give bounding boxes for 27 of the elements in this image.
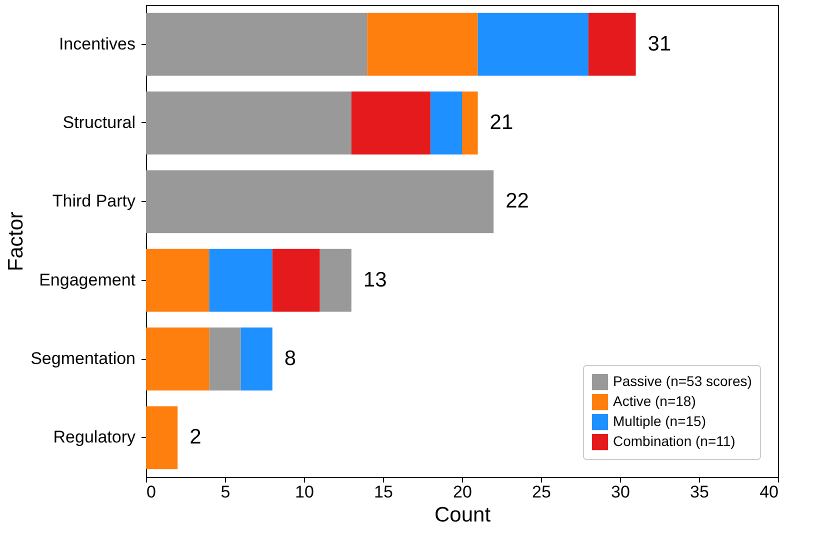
x-tick-label: 30 xyxy=(611,482,630,502)
y-tick-label: Third Party xyxy=(52,192,136,211)
x-tick-label: 40 xyxy=(760,482,778,502)
y-tick-label: Segmentation xyxy=(30,349,136,368)
total-label: 2 xyxy=(190,426,202,449)
y-tick-label: Engagement xyxy=(39,270,136,290)
x-tick-label: 20 xyxy=(453,482,472,502)
x-tick-label: 35 xyxy=(690,482,709,502)
x-axis-title: Count xyxy=(434,504,491,526)
legend-label: Combination (n=11) xyxy=(613,433,736,449)
x-tick-label: 0 xyxy=(146,482,156,502)
total-label: 31 xyxy=(648,32,672,56)
x-tick-label: 5 xyxy=(220,482,230,502)
total-label: 8 xyxy=(284,347,296,370)
legend-label: Multiple (n=15) xyxy=(613,413,706,429)
x-tick-label: 25 xyxy=(532,482,551,502)
legend-label: Passive (n=53 scores) xyxy=(613,373,752,389)
y-axis-title: Factor xyxy=(4,212,28,272)
y-tick-label: Structural xyxy=(62,113,136,132)
y-tick-label: Regulatory xyxy=(53,428,136,447)
legend-label: Active (n=18) xyxy=(613,393,696,409)
y-tick-label: Incentives xyxy=(58,34,136,54)
total-label: 13 xyxy=(363,268,387,292)
x-tick-label: 10 xyxy=(295,482,314,502)
x-tick-label: 15 xyxy=(374,482,393,502)
total-label: 22 xyxy=(506,190,529,213)
total-label: 21 xyxy=(490,111,514,134)
